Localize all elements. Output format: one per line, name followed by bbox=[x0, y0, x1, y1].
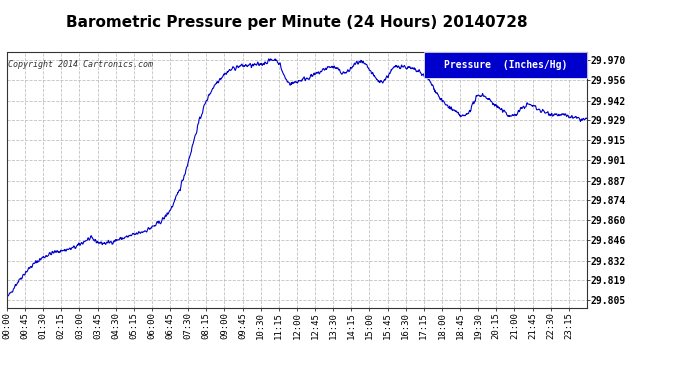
Text: Barometric Pressure per Minute (24 Hours) 20140728: Barometric Pressure per Minute (24 Hours… bbox=[66, 15, 528, 30]
Text: Pressure  (Inches/Hg): Pressure (Inches/Hg) bbox=[444, 60, 567, 70]
Text: Copyright 2014 Cartronics.com: Copyright 2014 Cartronics.com bbox=[8, 60, 153, 69]
FancyBboxPatch shape bbox=[424, 53, 586, 78]
